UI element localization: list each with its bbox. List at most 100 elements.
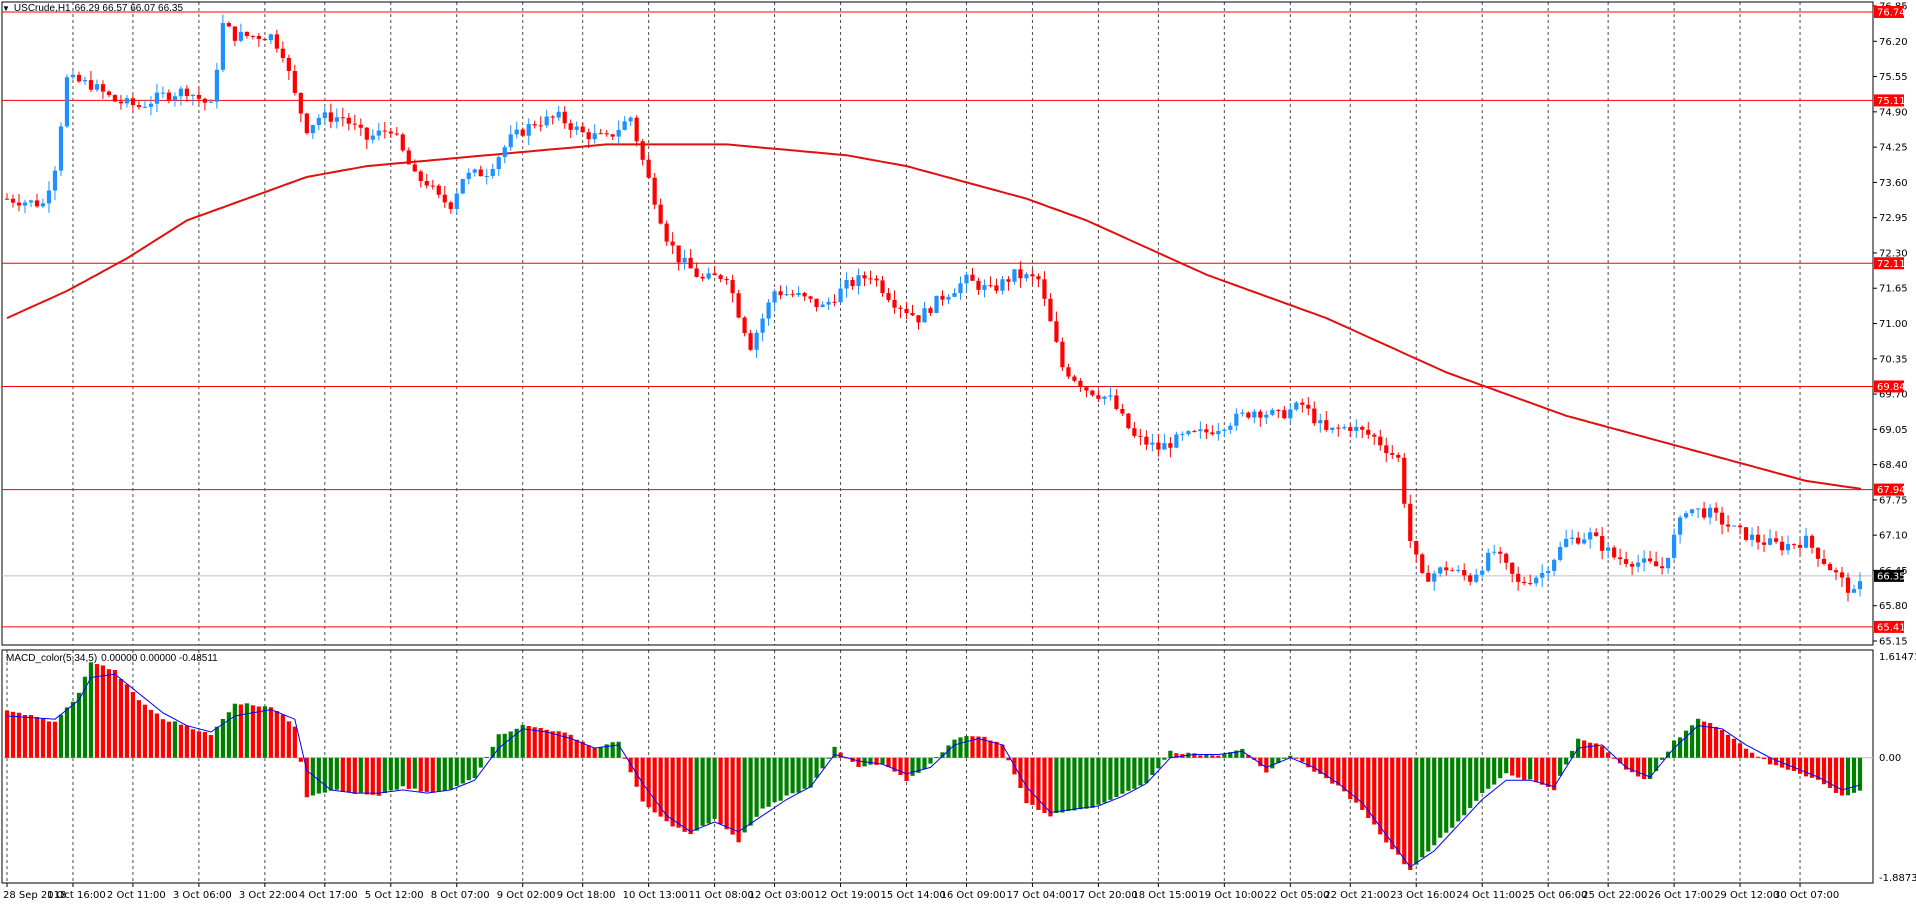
time-tick-label: 18 Oct 15:00 xyxy=(1132,890,1197,901)
candle-body xyxy=(286,58,291,71)
candle-body xyxy=(1390,453,1395,455)
macd-bar xyxy=(94,664,100,758)
macd-bar xyxy=(1090,757,1095,808)
candle-body xyxy=(568,123,573,130)
level-tag-label: 72.11 xyxy=(1877,259,1906,270)
candle-body xyxy=(832,301,837,303)
candle-body xyxy=(196,94,201,99)
time-tick-label: 28 Sep 2018 xyxy=(3,890,66,901)
macd-bar xyxy=(322,757,327,793)
macd-bar xyxy=(814,757,819,778)
macd-bar xyxy=(382,757,387,794)
macd-bar xyxy=(472,757,477,779)
macd-bar xyxy=(1216,755,1221,758)
candle-body xyxy=(1006,279,1011,282)
macd-tick-label: 1.61471 xyxy=(1879,652,1916,663)
candle-body xyxy=(736,293,741,318)
macd-bar xyxy=(706,757,711,824)
candle-body xyxy=(634,117,639,142)
candle-body xyxy=(28,200,34,203)
macd-bar xyxy=(1126,757,1131,791)
macd-pane-border xyxy=(1,649,1874,884)
macd-bar xyxy=(898,757,903,775)
candle-body xyxy=(724,279,729,281)
candle-body xyxy=(1192,431,1197,433)
candle-body xyxy=(1144,436,1149,445)
candle-body xyxy=(772,291,777,303)
macd-bar xyxy=(1803,757,1809,777)
macd-bar xyxy=(772,757,777,803)
macd-bar xyxy=(364,757,369,795)
candle-body xyxy=(1636,562,1641,567)
candle-body xyxy=(1114,395,1119,409)
candle-body xyxy=(1743,527,1749,540)
candle-body xyxy=(1624,559,1629,564)
candle-body xyxy=(412,164,417,172)
candle-body xyxy=(478,169,483,177)
macd-bar xyxy=(982,736,987,758)
candle-body xyxy=(922,308,927,323)
macd-bar xyxy=(616,741,621,758)
candle-body xyxy=(1648,558,1653,562)
candle-body xyxy=(1180,434,1185,436)
candle-body xyxy=(790,294,795,296)
candle-body xyxy=(1570,537,1575,539)
candle-body xyxy=(1498,551,1503,554)
macd-bar xyxy=(1713,726,1719,758)
macd-bar xyxy=(442,757,447,791)
candle-body xyxy=(1642,558,1647,563)
macd-bar xyxy=(148,709,154,758)
macd-bar xyxy=(532,727,537,758)
price-tick-label: 67.75 xyxy=(1879,495,1908,506)
macd-header: MACD_color(5,34,5) 0.00000 0.00000 -0.48… xyxy=(6,653,218,664)
candle-body xyxy=(1689,509,1695,514)
macd-bar xyxy=(1468,757,1473,808)
price-tick-label: 75.55 xyxy=(1879,72,1908,83)
candle-body xyxy=(970,274,975,281)
dropdown-triangle-icon[interactable]: ▼ xyxy=(2,4,10,13)
macd-bar xyxy=(1725,734,1731,758)
candle-body xyxy=(766,302,771,319)
macd-bar xyxy=(754,757,759,817)
candle-body xyxy=(1737,525,1743,528)
macd-bar xyxy=(1114,757,1119,798)
candle-body xyxy=(616,129,621,137)
candle-body xyxy=(604,133,609,135)
candle-body xyxy=(850,279,855,287)
macd-bar xyxy=(766,757,771,807)
macd-bar xyxy=(76,692,82,758)
candle-body xyxy=(274,34,279,49)
candle-body xyxy=(1803,535,1809,548)
macd-bar xyxy=(694,757,699,831)
macd-bar xyxy=(70,701,76,758)
level-tag-label: 76.74 xyxy=(1877,7,1906,18)
candle-body xyxy=(1420,554,1425,573)
macd-bar xyxy=(154,713,160,758)
candle-body xyxy=(1546,570,1551,573)
candle-body xyxy=(526,124,531,136)
macd-bar xyxy=(502,733,507,758)
candle-body xyxy=(64,77,70,127)
candle-body xyxy=(370,135,375,140)
candle-body xyxy=(742,317,747,334)
candle-body xyxy=(52,170,58,191)
macd-bar xyxy=(118,679,124,758)
candle-body xyxy=(1588,532,1593,540)
macd-bar xyxy=(1066,757,1071,812)
candle-body xyxy=(268,34,273,41)
macd-bar xyxy=(970,736,975,758)
macd-bar xyxy=(1654,757,1659,772)
candle-body xyxy=(1528,583,1533,585)
candle-body xyxy=(1444,567,1449,571)
macd-bar xyxy=(1150,757,1155,775)
macd-bar xyxy=(1384,757,1389,843)
candle-body xyxy=(1767,538,1773,545)
candle-body xyxy=(1564,538,1569,547)
candle-body xyxy=(1492,551,1497,553)
candle-body xyxy=(1839,572,1845,578)
macd-bar xyxy=(262,706,267,758)
time-tick-label: 3 Oct 06:00 xyxy=(173,890,232,901)
macd-bar xyxy=(1749,752,1755,758)
macd-bar xyxy=(1324,757,1329,779)
